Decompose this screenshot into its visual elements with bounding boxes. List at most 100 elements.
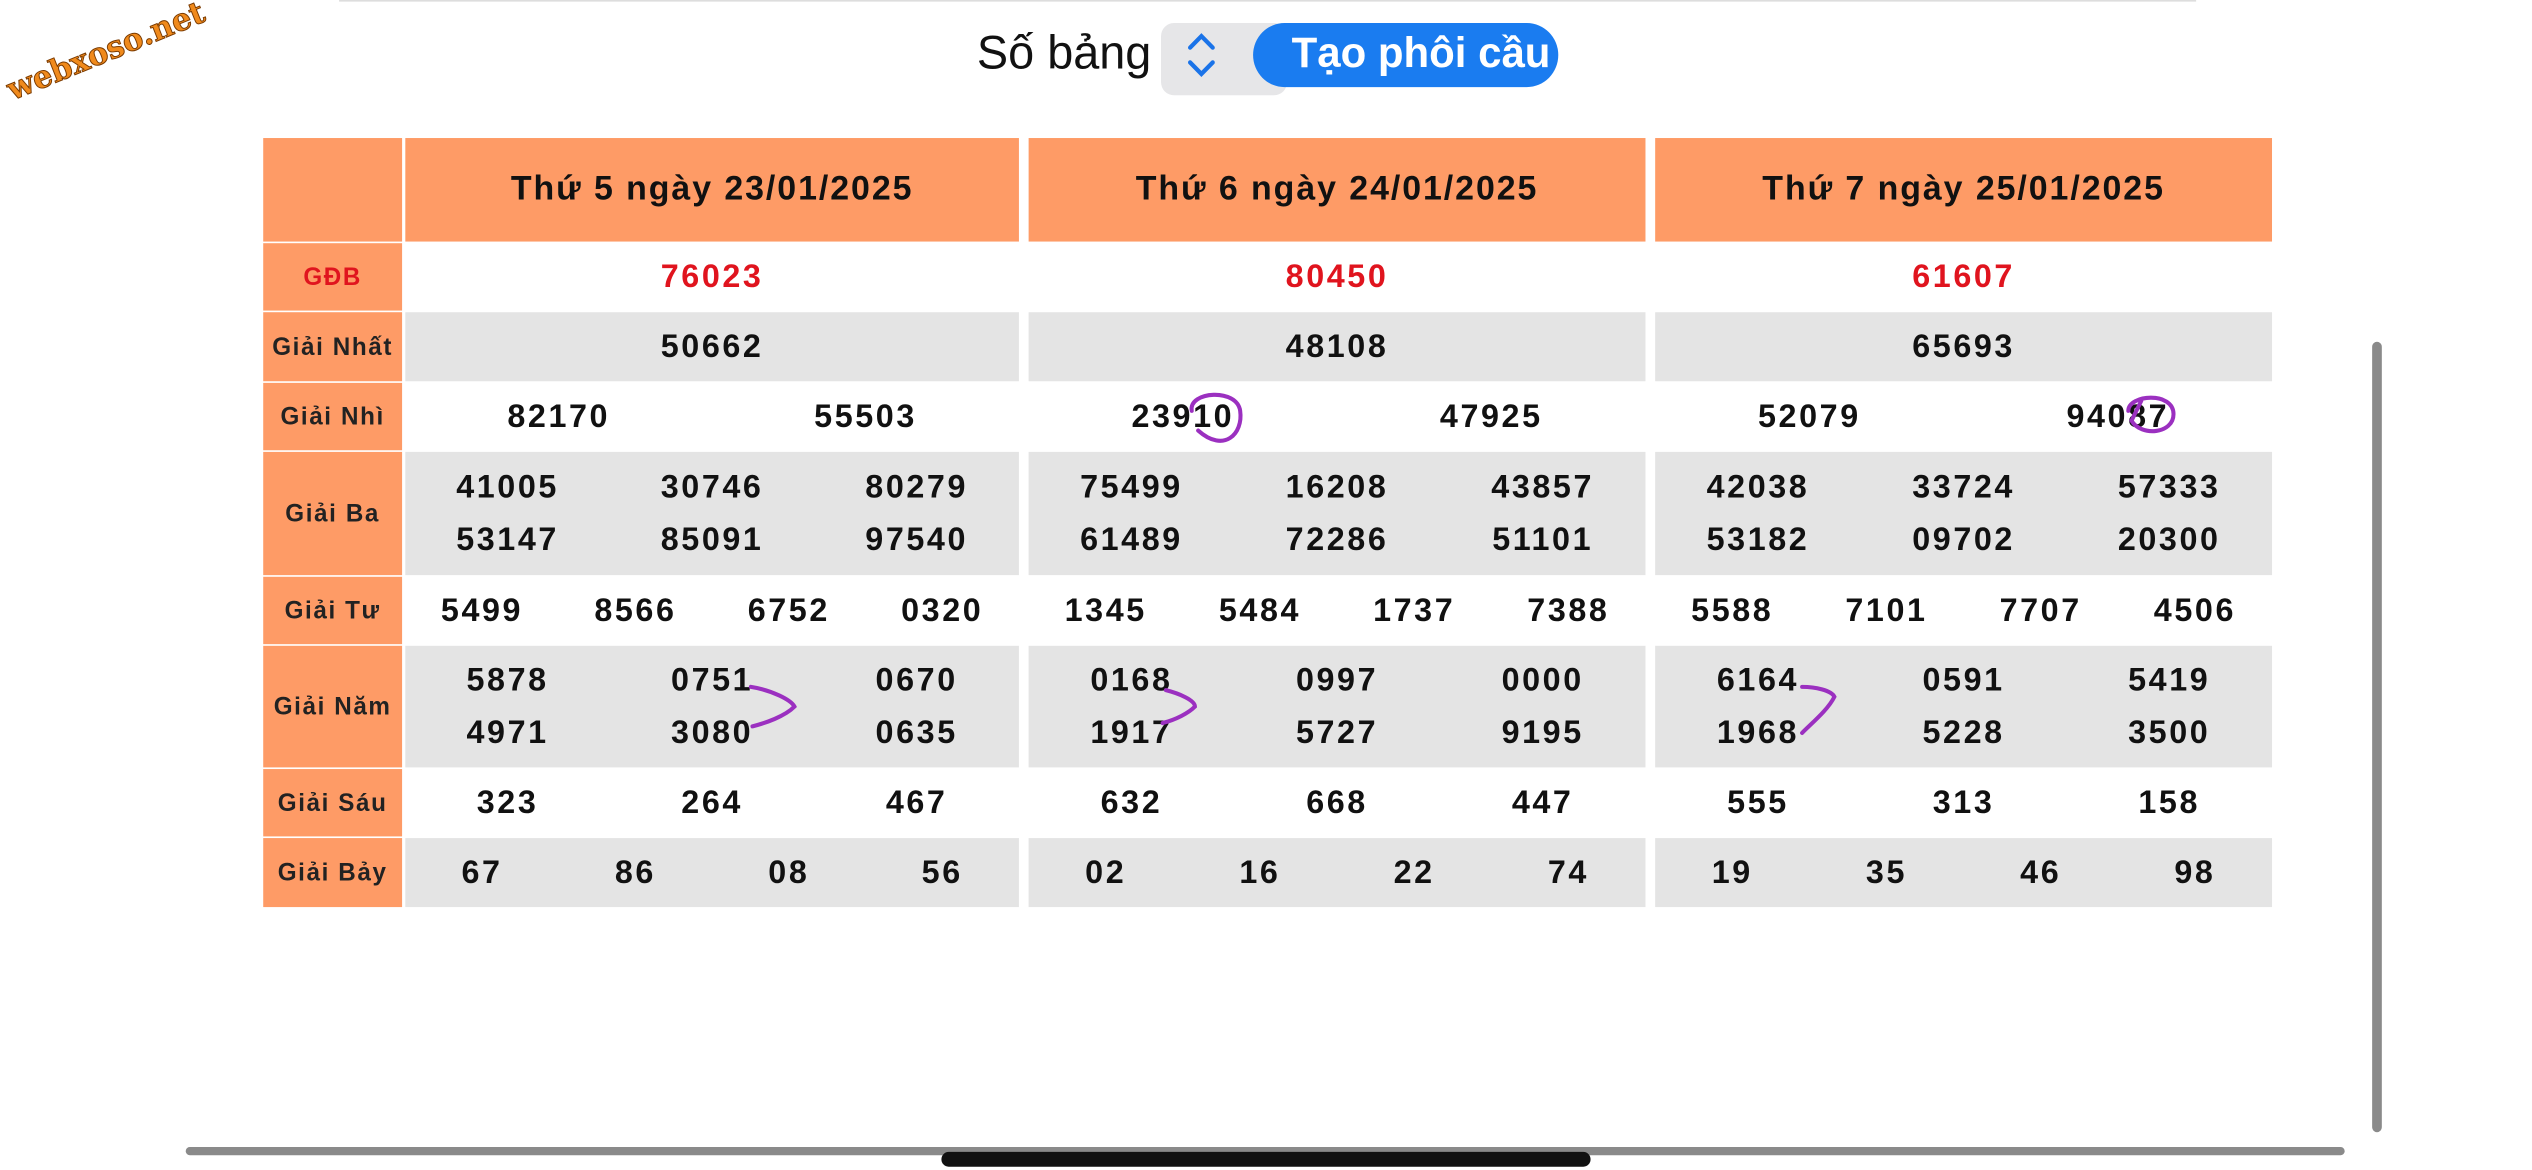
label-cell (263, 243, 403, 311)
prize-number: 23910 (1131, 398, 1234, 434)
result-cell (1655, 243, 2273, 311)
prize-number: 48108 (1286, 328, 1389, 364)
prize-number: 4506 (2154, 592, 2236, 628)
vertical-scrollbar[interactable] (2372, 341, 2382, 1133)
day-header: Thứ 6 ngày 24/01/2025 (1136, 169, 1539, 207)
prize-number: 0635 (876, 714, 958, 750)
horizontal-scrollbar[interactable] (185, 1146, 2345, 1156)
result-cell (1655, 769, 2273, 837)
prize-number: 33724 (1912, 468, 2015, 504)
result-cell (1655, 382, 2273, 451)
prize-number: 22 (1394, 854, 1435, 890)
result-cell (1028, 451, 1646, 576)
prize-number: 555 (1727, 784, 1789, 820)
result-cell (1028, 382, 1646, 451)
row-label: Giải Bảy (278, 860, 388, 887)
annotation (1160, 688, 1197, 726)
prize-number: 1737 (1373, 592, 1455, 628)
prize-number: 61489 (1080, 521, 1183, 557)
prize-number: 3080 (671, 714, 753, 750)
prize-number: 668 (1306, 784, 1368, 820)
result-cell (1028, 838, 1646, 908)
prize-number: 5499 (441, 592, 523, 628)
prize-number: 8566 (594, 592, 676, 628)
button-bg[interactable] (1253, 23, 1559, 88)
row-label: Giải Ba (285, 500, 380, 527)
prize-number: 5419 (2128, 661, 2210, 697)
label-cell (263, 382, 403, 451)
prize-number: 80279 (865, 468, 968, 504)
prize-number: 4971 (466, 714, 548, 750)
annotations (748, 392, 2176, 735)
label-cell (263, 451, 403, 576)
day-header: Thứ 5 ngày 23/01/2025 (511, 169, 914, 207)
prize-number: 0320 (901, 592, 983, 628)
prize-number: 5228 (1923, 714, 2005, 750)
prize-number: 98 (2174, 854, 2215, 890)
prize-number: 57333 (2118, 468, 2221, 504)
table-count-select[interactable] (1161, 23, 1287, 96)
prize-number: 6164 (1717, 661, 1799, 697)
prize-number: 19 (1712, 854, 1753, 890)
result-cell (1655, 451, 2273, 576)
row-label: Giải Nhì (280, 404, 384, 431)
prize-number: 42038 (1707, 468, 1810, 504)
create-button[interactable]: Tạo phôi cầu (1253, 23, 1559, 88)
prize-number: 467 (886, 784, 948, 820)
day-header-cell (1028, 138, 1646, 242)
prize-number: 94087 (2066, 398, 2169, 434)
label-cell (263, 312, 403, 382)
prize-number: 1968 (1717, 714, 1799, 750)
prize-number: 50662 (661, 328, 764, 364)
prize-number: 0000 (1502, 661, 1584, 697)
prize-number: 53182 (1707, 521, 1810, 557)
result-cell (405, 769, 1019, 837)
label-cell (263, 838, 403, 908)
result-cell (1028, 769, 1646, 837)
select-box[interactable] (1161, 23, 1287, 96)
result-cell (405, 838, 1019, 908)
prize-number: 53147 (456, 521, 559, 557)
prize-number: 82170 (507, 398, 610, 434)
prize-number: 9195 (1502, 714, 1584, 750)
result-cell (1028, 645, 1646, 768)
result-cell (405, 382, 1019, 451)
prize-number: 85091 (661, 521, 764, 557)
prize-number: 43857 (1491, 468, 1594, 504)
prize-number: 65693 (1912, 328, 2015, 364)
button-label[interactable]: Tạo phôi cầu (1292, 29, 1551, 76)
result-cell (1028, 312, 1646, 382)
result-cell (405, 576, 1019, 645)
prize-number: 323 (477, 784, 539, 820)
prize-number: 0997 (1296, 661, 1378, 697)
prize-number: 0591 (1923, 661, 2005, 697)
prize-number: 0168 (1090, 661, 1172, 697)
result-cell (405, 451, 1019, 576)
prize-number: 30746 (661, 468, 764, 504)
prize-number: 72286 (1286, 521, 1389, 557)
annotation (1800, 684, 1837, 735)
prize-number: 7707 (2000, 592, 2082, 628)
select-chevrons (1188, 33, 1215, 77)
prize-number: 41005 (456, 468, 559, 504)
prize-number: 61607 (1912, 258, 2015, 294)
prize-number: 16208 (1286, 468, 1389, 504)
prize-number: 6752 (748, 592, 830, 628)
prize-number: 5484 (1219, 592, 1301, 628)
row-label: Giải Nhất (272, 334, 393, 361)
label-header-cell (263, 138, 403, 242)
prize-number: 51101 (1492, 521, 1593, 557)
prize-number: 55503 (814, 398, 917, 434)
prize-number: 264 (681, 784, 743, 820)
prize-number: 09702 (1912, 521, 2015, 557)
row-label: Giải Tư (285, 597, 381, 624)
prize-number: 08 (768, 854, 809, 890)
prize-number: 447 (1512, 784, 1574, 820)
result-cell (1028, 243, 1646, 311)
prize-number: 80450 (1286, 258, 1389, 294)
day-header-cell (405, 138, 1019, 242)
result-cell (1655, 312, 2273, 382)
prize-number: 97540 (865, 521, 968, 557)
table-count-label: Số bảng (977, 26, 1151, 79)
